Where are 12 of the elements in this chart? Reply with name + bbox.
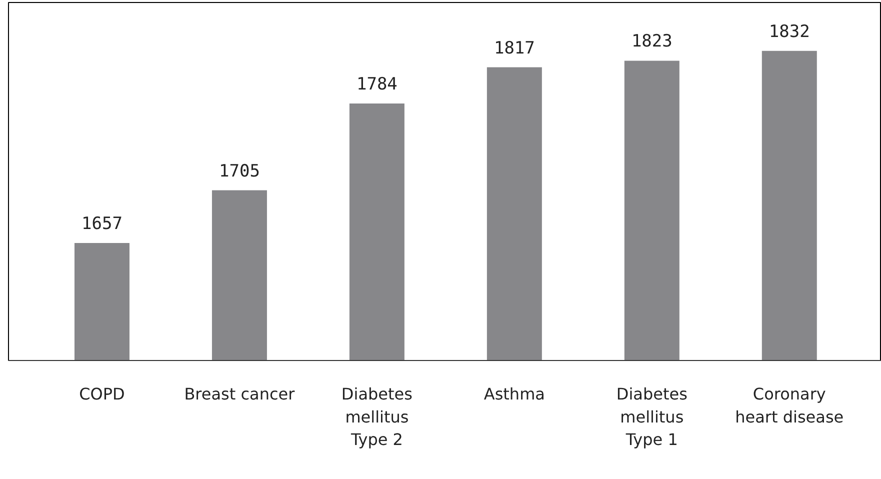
x-tick-label: COPD (79, 384, 125, 404)
data-label: 1823 (631, 32, 672, 52)
x-tick-label: Coronary heart disease (735, 384, 844, 426)
x-tick-label: Diabetes mellitus Type 2 (341, 384, 412, 450)
x-tick-label: Breast cancer (184, 384, 296, 404)
data-label: 1784 (356, 74, 398, 95)
x-tick-label: Diabetes mellitus Type 1 (616, 384, 688, 450)
data-label: 1832 (768, 22, 810, 42)
data-label: 1705 (218, 161, 260, 182)
data-label: 1657 (82, 214, 122, 234)
x-tick-label: Asthma (484, 384, 545, 404)
data-label: 1817 (494, 38, 535, 58)
